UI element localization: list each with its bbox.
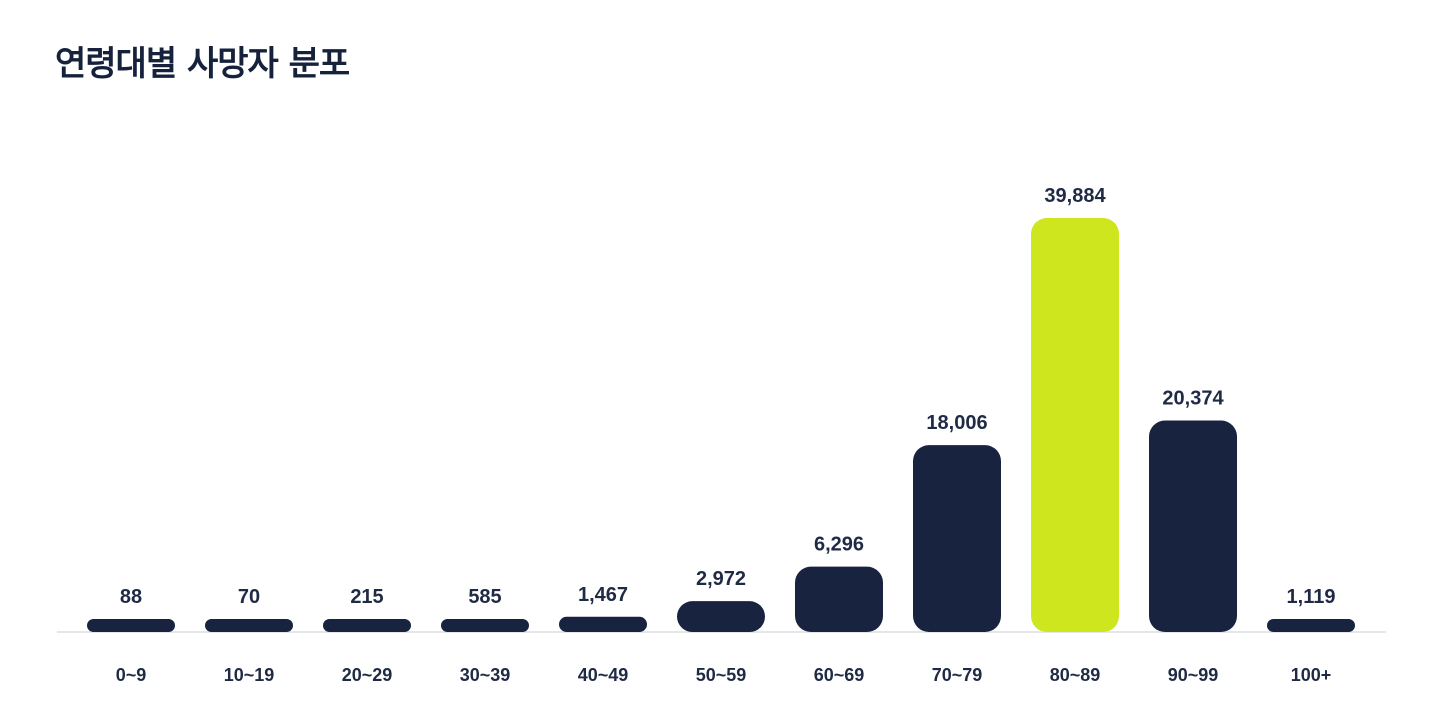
- value-label-0~9: 88: [120, 586, 142, 608]
- bars-group: [87, 218, 1355, 632]
- category-label-50~59: 50~59: [696, 665, 747, 685]
- category-label-40~49: 40~49: [578, 665, 629, 685]
- category-label-10~19: 10~19: [224, 665, 275, 685]
- value-label-40~49: 1,467: [578, 584, 628, 606]
- category-label-20~29: 20~29: [342, 665, 393, 685]
- bar-40~49: [559, 616, 647, 632]
- value-label-100+: 1,119: [1287, 586, 1336, 608]
- category-label-100+: 100+: [1291, 665, 1332, 685]
- value-labels-group: 88 70 215 585 1,467 2,972 6,296 18,006 39,884 20,…: [120, 185, 1336, 608]
- value-label-30~39: 585: [468, 586, 501, 608]
- value-label-50~59: 2,972: [696, 568, 746, 590]
- category-labels-group: 0~9 10~19 20~29 30~39 40~49 50~59 60~69 70~79 80…: [116, 665, 1332, 685]
- bar-80~89: [1031, 218, 1119, 632]
- category-label-80~89: 80~89: [1050, 665, 1101, 685]
- category-label-90~99: 90~99: [1168, 665, 1219, 685]
- value-label-80~89: 39,884: [1044, 185, 1106, 207]
- value-label-90~99: 20,374: [1162, 388, 1224, 410]
- chart-title: 연령대별 사망자 분포: [55, 44, 350, 84]
- value-label-60~69: 6,296: [814, 534, 864, 556]
- bar-60~69: [795, 566, 883, 632]
- category-label-60~69: 60~69: [814, 665, 865, 685]
- category-label-30~39: 30~39: [460, 665, 511, 685]
- bar-100+: [1267, 619, 1355, 632]
- category-label-0~9: 0~9: [116, 665, 147, 685]
- bar-20~29: [323, 619, 411, 632]
- bar-90~99: [1149, 420, 1237, 632]
- category-label-70~79: 70~79: [932, 665, 983, 685]
- value-label-70~79: 18,006: [926, 412, 987, 434]
- bar-0~9: [87, 619, 175, 632]
- bar-30~39: [441, 619, 529, 632]
- bar-10~19: [205, 619, 293, 632]
- bar-70~79: [913, 445, 1001, 632]
- value-label-20~29: 215: [350, 586, 383, 608]
- value-label-10~19: 70: [238, 586, 260, 608]
- bar-50~59: [677, 601, 765, 632]
